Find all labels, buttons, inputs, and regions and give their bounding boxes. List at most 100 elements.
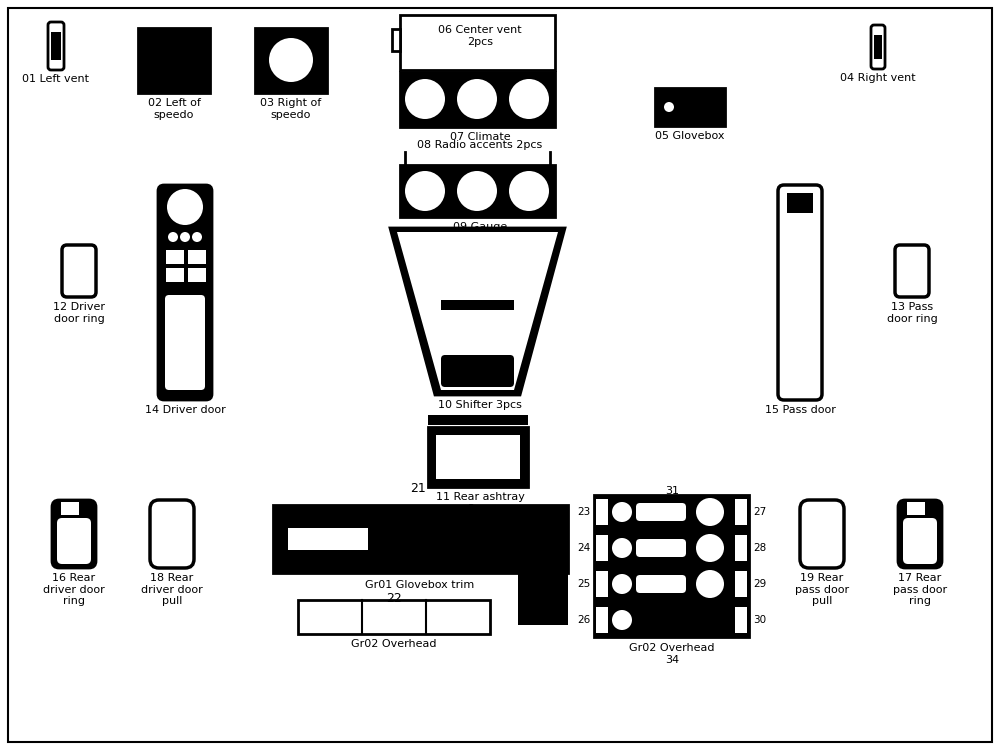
FancyBboxPatch shape bbox=[636, 539, 686, 557]
Bar bbox=[392, 29, 400, 51]
FancyBboxPatch shape bbox=[52, 500, 96, 568]
Bar bbox=[188, 250, 206, 264]
Bar bbox=[298, 600, 490, 634]
Circle shape bbox=[405, 79, 445, 119]
Circle shape bbox=[696, 498, 724, 526]
FancyBboxPatch shape bbox=[150, 500, 194, 568]
FancyBboxPatch shape bbox=[165, 295, 205, 390]
Bar bbox=[188, 268, 206, 282]
FancyBboxPatch shape bbox=[62, 245, 96, 297]
Text: 34: 34 bbox=[665, 655, 679, 665]
Circle shape bbox=[612, 538, 632, 558]
Text: Gr02 Overhead: Gr02 Overhead bbox=[351, 639, 437, 649]
Text: 07 Climate: 07 Climate bbox=[450, 132, 510, 142]
Bar bbox=[907, 502, 925, 515]
Text: 23: 23 bbox=[577, 507, 590, 517]
Text: 04 Right vent: 04 Right vent bbox=[840, 73, 916, 83]
Circle shape bbox=[168, 232, 178, 242]
Text: 11 Rear ashtray
2pcs: 11 Rear ashtray 2pcs bbox=[436, 492, 524, 514]
Text: 21: 21 bbox=[410, 482, 426, 495]
Bar bbox=[441, 300, 514, 310]
FancyBboxPatch shape bbox=[57, 518, 91, 564]
Text: 18 Rear
driver door
pull: 18 Rear driver door pull bbox=[141, 573, 203, 606]
Bar bbox=[51, 32, 61, 60]
Bar bbox=[138, 28, 210, 93]
Circle shape bbox=[509, 171, 549, 211]
Bar bbox=[273, 505, 568, 573]
Bar bbox=[518, 505, 568, 625]
Bar bbox=[255, 28, 327, 93]
Bar bbox=[400, 15, 555, 70]
Circle shape bbox=[457, 79, 497, 119]
Text: Gr02 Overhead: Gr02 Overhead bbox=[629, 643, 715, 653]
Bar bbox=[166, 250, 184, 264]
FancyBboxPatch shape bbox=[636, 503, 686, 521]
Circle shape bbox=[612, 574, 632, 594]
Bar bbox=[594, 495, 749, 637]
Bar bbox=[874, 35, 882, 59]
Polygon shape bbox=[397, 232, 558, 390]
Bar bbox=[735, 535, 747, 561]
FancyBboxPatch shape bbox=[903, 518, 937, 564]
Text: 22: 22 bbox=[386, 592, 402, 605]
Bar bbox=[288, 528, 368, 550]
Text: 28: 28 bbox=[753, 543, 766, 553]
Text: 25: 25 bbox=[577, 579, 590, 589]
Text: 32: 32 bbox=[704, 544, 716, 554]
Text: 14 Driver door: 14 Driver door bbox=[145, 405, 225, 415]
Bar bbox=[596, 535, 608, 561]
FancyBboxPatch shape bbox=[895, 245, 929, 297]
Bar bbox=[735, 571, 747, 597]
Text: 27: 27 bbox=[753, 507, 766, 517]
Text: 29: 29 bbox=[753, 579, 766, 589]
Text: 08 Radio accents 2pcs: 08 Radio accents 2pcs bbox=[417, 140, 543, 150]
Bar bbox=[166, 268, 184, 282]
Circle shape bbox=[612, 502, 632, 522]
FancyBboxPatch shape bbox=[800, 500, 844, 568]
Bar bbox=[428, 427, 528, 487]
Circle shape bbox=[180, 232, 190, 242]
Bar bbox=[596, 607, 608, 633]
Bar bbox=[400, 165, 555, 217]
Text: 13 Pass
door ring: 13 Pass door ring bbox=[887, 302, 937, 323]
Bar bbox=[428, 415, 528, 425]
Text: 10 Shifter 3pcs: 10 Shifter 3pcs bbox=[438, 400, 522, 410]
Text: 30: 30 bbox=[753, 615, 766, 625]
Text: 31: 31 bbox=[665, 486, 679, 496]
Text: 12 Driver
door ring: 12 Driver door ring bbox=[53, 302, 105, 323]
Circle shape bbox=[269, 38, 313, 82]
Bar bbox=[655, 88, 725, 126]
Circle shape bbox=[167, 189, 203, 225]
Polygon shape bbox=[390, 228, 565, 395]
Text: 24: 24 bbox=[577, 543, 590, 553]
Text: 26: 26 bbox=[577, 615, 590, 625]
Text: Gr01 Glovebox trim: Gr01 Glovebox trim bbox=[365, 580, 475, 590]
Bar bbox=[400, 72, 555, 127]
Text: 19 Rear
pass door
pull: 19 Rear pass door pull bbox=[795, 573, 849, 606]
FancyBboxPatch shape bbox=[48, 22, 64, 70]
Text: 06 Center vent
2pcs: 06 Center vent 2pcs bbox=[438, 25, 522, 46]
FancyBboxPatch shape bbox=[778, 185, 822, 400]
Bar bbox=[735, 607, 747, 633]
Bar bbox=[596, 499, 608, 525]
FancyBboxPatch shape bbox=[871, 25, 885, 69]
Bar bbox=[735, 499, 747, 525]
Circle shape bbox=[192, 232, 202, 242]
Text: 16 Rear
driver door
ring: 16 Rear driver door ring bbox=[43, 573, 105, 606]
Circle shape bbox=[612, 610, 632, 630]
FancyBboxPatch shape bbox=[636, 575, 686, 593]
Bar bbox=[436, 435, 520, 479]
Text: 05 Glovebox: 05 Glovebox bbox=[655, 131, 725, 141]
FancyBboxPatch shape bbox=[898, 500, 942, 568]
FancyBboxPatch shape bbox=[158, 185, 212, 400]
Circle shape bbox=[457, 171, 497, 211]
Bar bbox=[787, 193, 813, 213]
FancyBboxPatch shape bbox=[441, 355, 514, 387]
Text: 33: 33 bbox=[704, 580, 716, 590]
Circle shape bbox=[405, 171, 445, 211]
Bar bbox=[596, 571, 608, 597]
Circle shape bbox=[696, 570, 724, 598]
Text: 09 Gauge: 09 Gauge bbox=[453, 222, 507, 232]
Text: 01 Left vent: 01 Left vent bbox=[22, 74, 90, 84]
Text: 15 Pass door: 15 Pass door bbox=[765, 405, 835, 415]
